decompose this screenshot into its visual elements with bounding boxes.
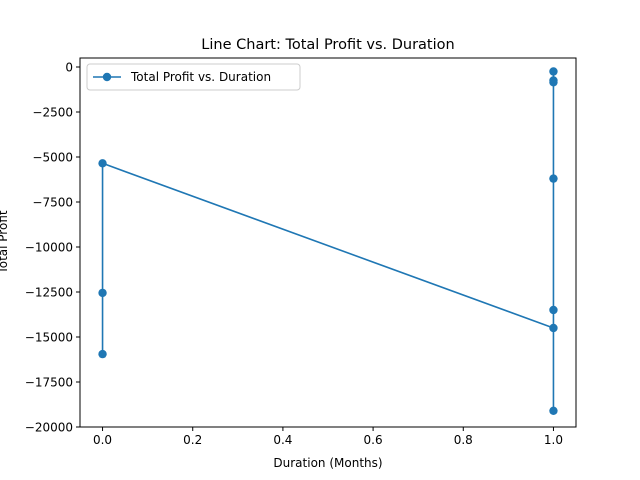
data-point (549, 305, 558, 315)
y-tick-label: −20000 (25, 420, 73, 434)
x-axis: 0.0 0.2 0.4 0.6 0.8 1.0 (93, 427, 563, 447)
data-point (549, 406, 558, 415)
y-tick-label: −17500 (25, 375, 73, 389)
x-tick-label: 0.8 (454, 433, 473, 447)
data-point (98, 349, 107, 359)
x-tick-label: 1.0 (544, 433, 563, 447)
y-tick-label: −10000 (25, 240, 73, 254)
legend: Total Profit vs. Duration (86, 63, 301, 91)
plot-area (98, 67, 558, 415)
data-point (549, 174, 558, 183)
data-point (98, 288, 107, 298)
y-tick-label: −5000 (32, 150, 73, 164)
chart-title: Line Chart: Total Profit vs. Duration (201, 37, 454, 53)
x-tick-label: 0.6 (364, 433, 383, 447)
y-tick-label: −12500 (25, 285, 73, 299)
data-point (98, 159, 107, 168)
y-tick-label: −15000 (25, 330, 73, 344)
data-point (549, 78, 558, 87)
y-axis: 0 −2500 −5000 −7500 −10000 −12500 −15000 −17500… (25, 60, 80, 434)
y-tick-label: −2500 (32, 105, 73, 119)
y-tick-label: 0 (65, 60, 73, 74)
y-axis-title: Total Profit (0, 210, 10, 274)
legend-label: Total Profit vs. Duration (130, 70, 271, 84)
plot-frame (79, 57, 577, 428)
y-tick-label: −7500 (32, 195, 73, 209)
x-axis-title: Duration (Months) (273, 456, 382, 470)
data-point (549, 67, 558, 76)
legend-box (86, 63, 301, 91)
x-tick-label: 0.0 (93, 433, 112, 447)
x-tick-label: 0.2 (183, 433, 202, 447)
data-point (549, 323, 558, 333)
x-tick-label: 0.4 (273, 433, 292, 447)
legend-marker (102, 72, 112, 82)
